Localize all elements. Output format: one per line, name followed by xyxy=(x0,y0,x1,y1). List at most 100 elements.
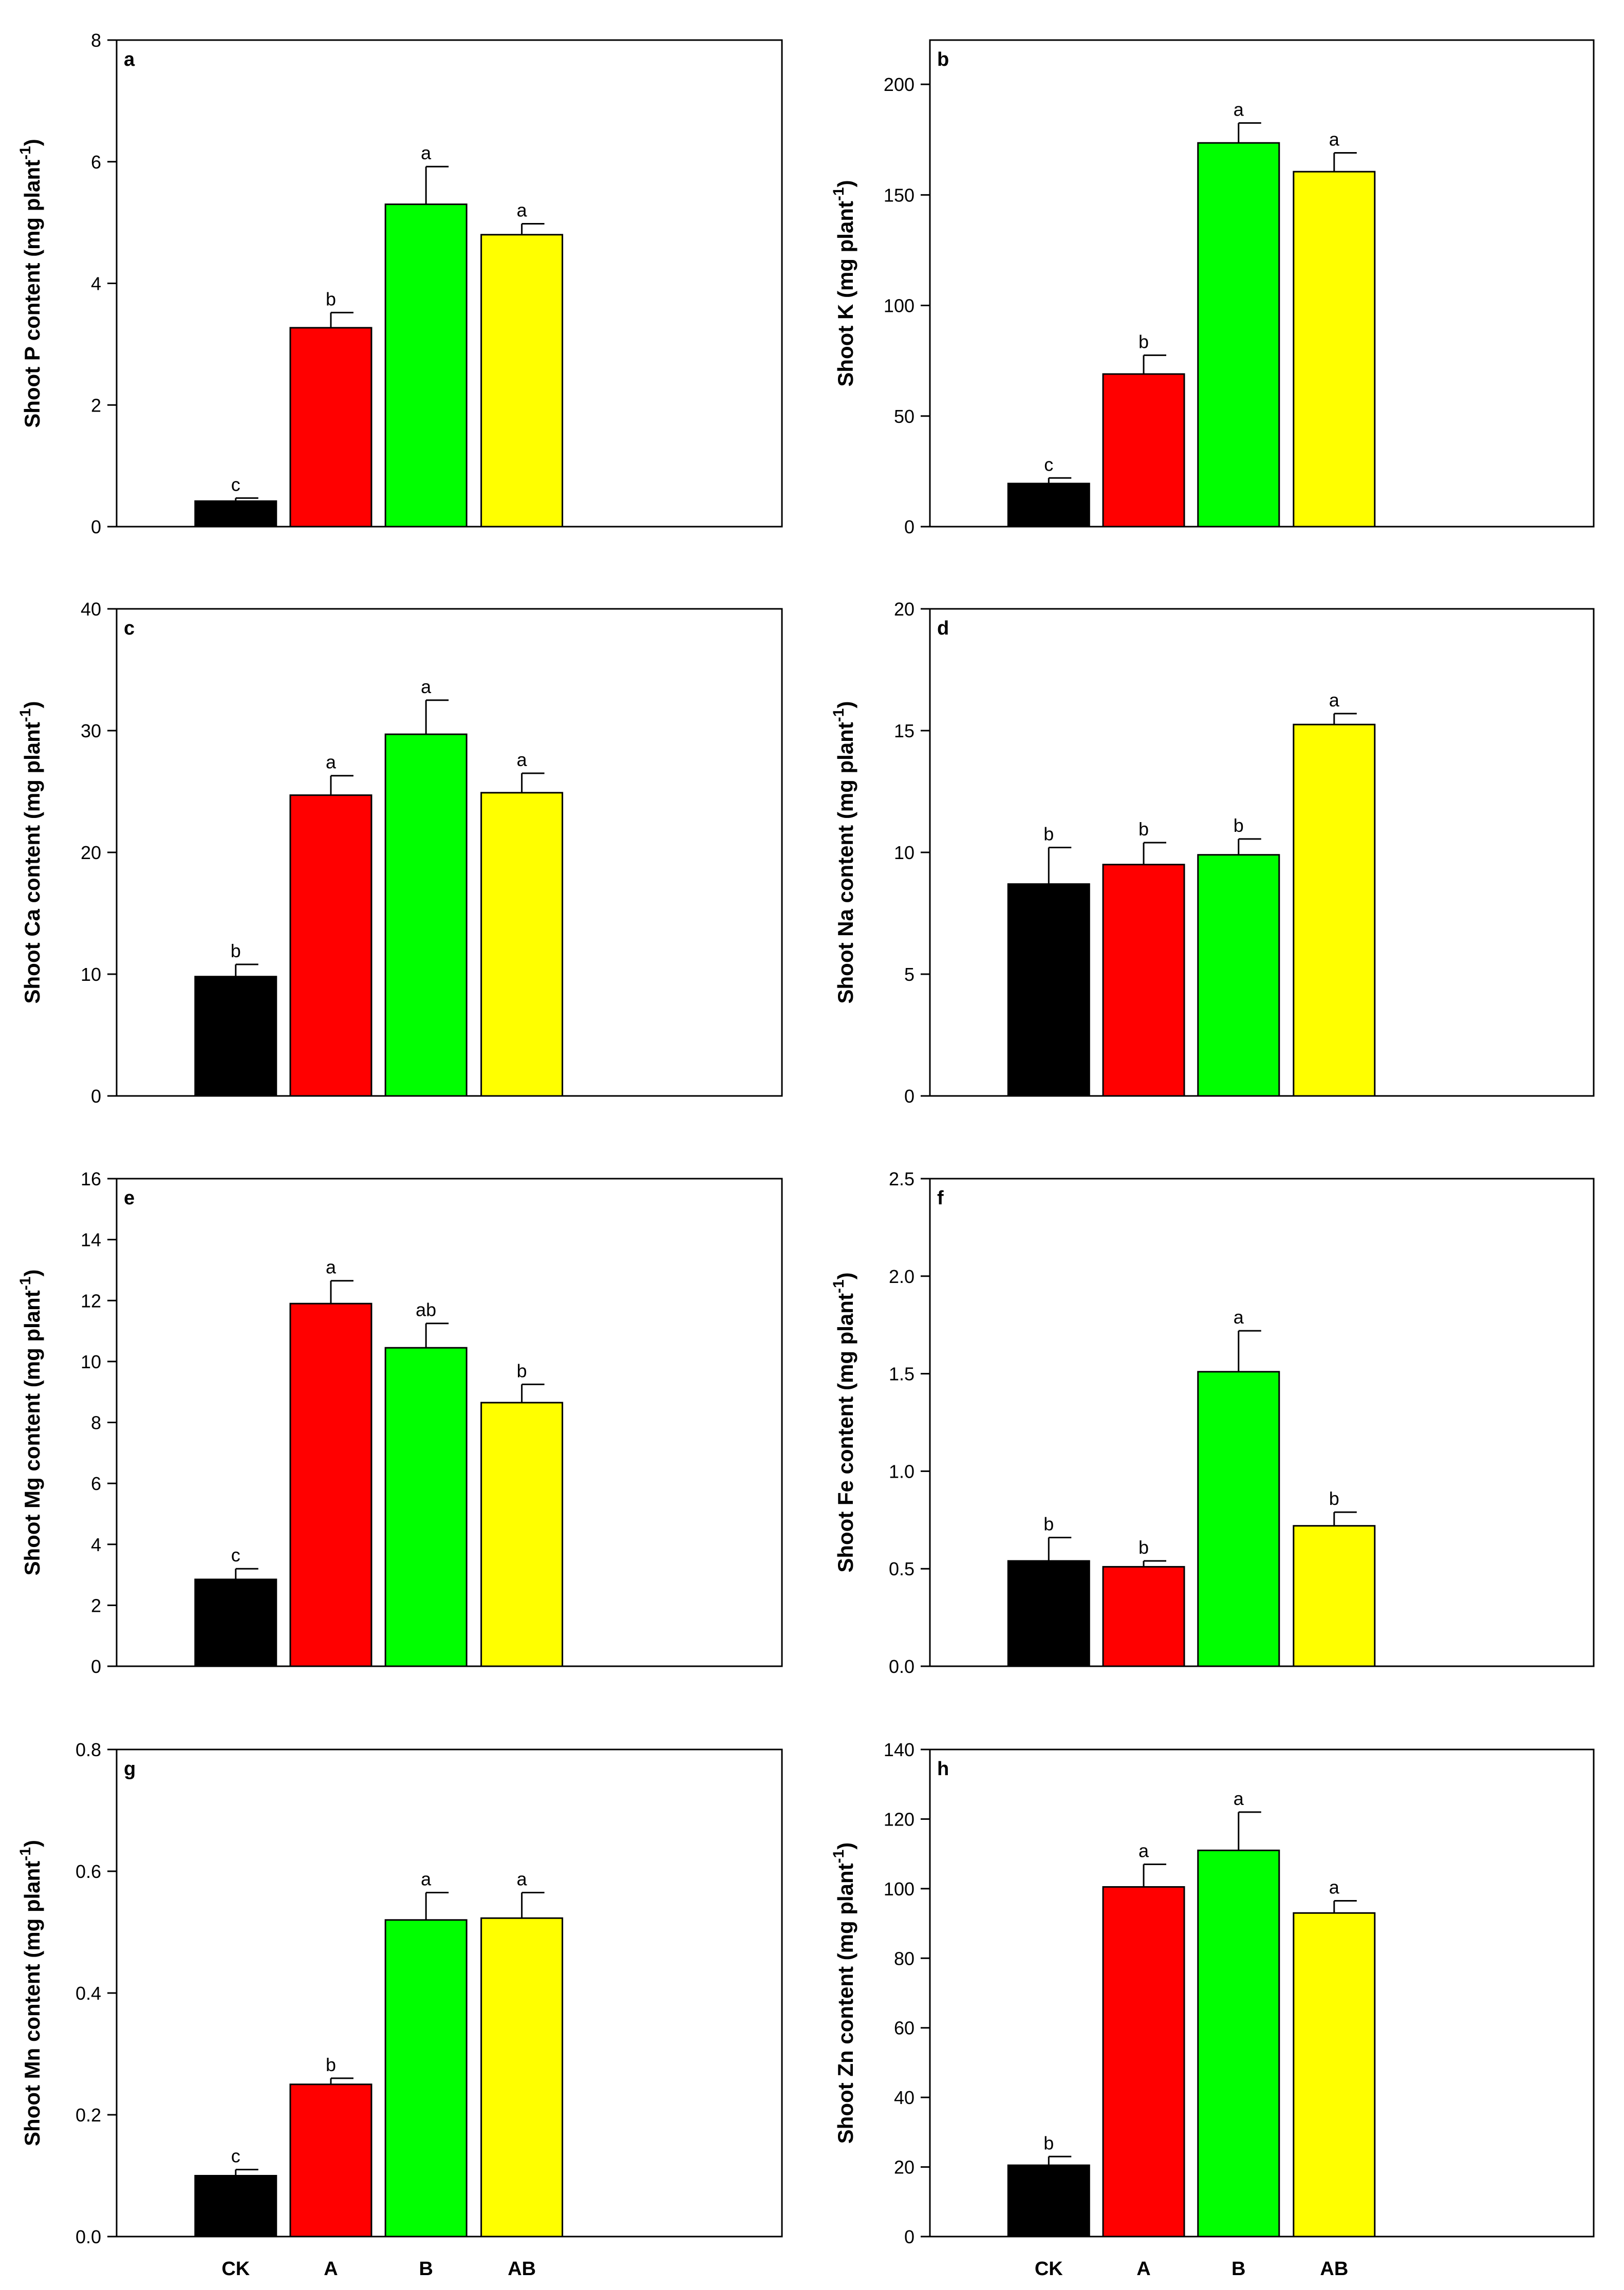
y-tick-label: 20 xyxy=(81,842,101,863)
significance-letter-A: a xyxy=(326,752,337,773)
y-tick-label: 120 xyxy=(884,1809,914,1830)
bar-AB xyxy=(1293,1525,1376,1667)
y-tick-label: 0 xyxy=(904,516,914,537)
significance-letter-AB: a xyxy=(517,1868,528,1889)
y-tick-label: 50 xyxy=(894,406,914,427)
y-tick-label: 2.0 xyxy=(889,1266,914,1287)
bar-A xyxy=(289,794,372,1097)
y-tick-label: 0 xyxy=(91,1656,101,1677)
bar-AB xyxy=(1293,723,1376,1097)
bar-B xyxy=(384,1919,468,2238)
bar-B xyxy=(1197,142,1280,528)
y-tick-label: 60 xyxy=(894,2018,914,2039)
bar-CK xyxy=(1007,883,1090,1097)
significance-letter-CK: c xyxy=(1044,454,1053,475)
significance-letter-B: a xyxy=(421,142,432,163)
bar-CK xyxy=(194,500,277,528)
significance-letter-CK: b xyxy=(1043,824,1054,845)
significance-letter-AB: a xyxy=(517,749,528,770)
bar-A xyxy=(289,327,372,528)
bar-AB xyxy=(480,234,564,528)
panel-b: b 0 50 100 150 200 Shoot K (mg plant-1) c b a a xyxy=(830,39,1595,537)
y-axis-label-close: ) xyxy=(20,1840,44,1847)
panel-label: c xyxy=(124,618,135,639)
y-tick-label: 20 xyxy=(894,599,914,620)
significance-letter-A: b xyxy=(1138,1537,1149,1558)
bar-B xyxy=(384,1347,468,1667)
y-tick-label: 14 xyxy=(81,1230,101,1251)
y-tick-label: 2 xyxy=(91,1595,101,1616)
y-axis-label-close: ) xyxy=(20,139,44,146)
y-axis-label-main: Shoot Mn content (mg plant xyxy=(20,1861,44,2146)
y-axis-label-sup: -1 xyxy=(17,1847,34,1861)
y-tick-label: 0 xyxy=(904,2226,914,2247)
y-axis-label-main: Shoot Mg content (mg plant xyxy=(20,1290,44,1575)
panel-f: f 0.0 0.5 1.0 1.5 2.0 2.5 Shoot Fe content (mg … xyxy=(830,1168,1595,1677)
x-tick-label-AB: AB xyxy=(508,2258,536,2280)
y-tick-label: 10 xyxy=(894,842,914,863)
x-tick-label-A: A xyxy=(1136,2258,1150,2280)
y-axis-label: Shoot P content (mg plant-1) xyxy=(17,139,44,428)
y-tick-label: 30 xyxy=(81,720,101,741)
y-tick-label: 4 xyxy=(91,1534,101,1555)
panel-c: c 0 10 20 30 40 Shoot Ca content (mg plant-1) b… xyxy=(17,599,783,1107)
y-tick-label: 0 xyxy=(91,1086,101,1107)
panel-label: d xyxy=(937,618,949,639)
y-tick-label: 4 xyxy=(91,273,101,294)
bar-AB xyxy=(480,1402,564,1667)
significance-letter-CK: c xyxy=(231,474,240,495)
y-axis-label: Shoot Fe content (mg plant-1) xyxy=(830,1272,857,1572)
significance-letter-A: b xyxy=(1138,331,1149,352)
y-axis-label-main: Shoot K (mg plant xyxy=(833,201,857,387)
y-axis-label-sup: -1 xyxy=(830,1279,847,1293)
y-tick-label: 40 xyxy=(81,599,101,620)
y-tick-label: 20 xyxy=(894,2157,914,2178)
y-tick-label: 10 xyxy=(81,1351,101,1372)
panel-label: h xyxy=(937,1758,949,1780)
significance-letter-AB: a xyxy=(1329,690,1340,711)
significance-letter-A: b xyxy=(326,2054,336,2075)
panel-label: g xyxy=(124,1758,136,1780)
y-tick-label: 0 xyxy=(91,516,101,537)
y-tick-label: 1.5 xyxy=(889,1364,914,1385)
significance-letter-AB: a xyxy=(1329,1877,1340,1898)
y-tick-label: 5 xyxy=(904,964,914,985)
significance-letter-CK: c xyxy=(231,2146,240,2167)
bar-A xyxy=(1102,373,1185,528)
y-tick-label: 100 xyxy=(884,1878,914,1900)
bar-B xyxy=(384,203,468,528)
bar-A xyxy=(289,2083,372,2238)
y-tick-label: 150 xyxy=(884,184,914,206)
bar-A xyxy=(289,1302,372,1667)
significance-letter-A: a xyxy=(1138,1840,1149,1861)
bar-CK xyxy=(1007,482,1090,528)
y-axis-label: Shoot Mn content (mg plant-1) xyxy=(17,1840,44,2146)
significance-letter-A: a xyxy=(326,1257,337,1278)
x-tick-label-CK: CK xyxy=(1035,2258,1063,2280)
y-axis-label-sup: -1 xyxy=(830,187,847,201)
y-tick-label: 0.6 xyxy=(76,1861,101,1882)
y-tick-label: 2 xyxy=(91,395,101,416)
y-axis-label-sup: -1 xyxy=(17,1277,34,1291)
panel-label: a xyxy=(124,49,135,70)
significance-letter-AB: b xyxy=(1329,1488,1339,1509)
significance-letter-B: ab xyxy=(416,1299,436,1320)
y-tick-label: 2.5 xyxy=(889,1168,914,1189)
y-axis-label-close: ) xyxy=(833,701,857,709)
y-axis-label-main: Shoot Ca content (mg plant xyxy=(20,722,44,1003)
x-tick-label-CK: CK xyxy=(221,2258,250,2280)
y-axis-label: Shoot Na content (mg plant-1) xyxy=(830,701,857,1004)
bar-B xyxy=(384,733,468,1097)
panel-label: e xyxy=(124,1187,135,1209)
x-tick-label-B: B xyxy=(1231,2258,1245,2280)
y-tick-label: 0.2 xyxy=(76,2105,101,2126)
y-axis-label: Shoot Zn content (mg plant-1) xyxy=(830,1842,857,2144)
y-axis-label: Shoot Mg content (mg plant-1) xyxy=(17,1270,44,1576)
y-tick-label: 0.5 xyxy=(889,1558,914,1579)
y-axis-label-main: Shoot Fe content (mg plant xyxy=(833,1293,857,1573)
y-tick-label: 40 xyxy=(894,2087,914,2108)
panel-e: e 0 2 4 6 8 10 12 14 16 Shoot Mg content (mg plant… xyxy=(17,1168,783,1677)
y-tick-label: 140 xyxy=(884,1739,914,1760)
significance-letter-CK: b xyxy=(1043,1513,1054,1534)
significance-letter-AB: b xyxy=(517,1360,527,1381)
